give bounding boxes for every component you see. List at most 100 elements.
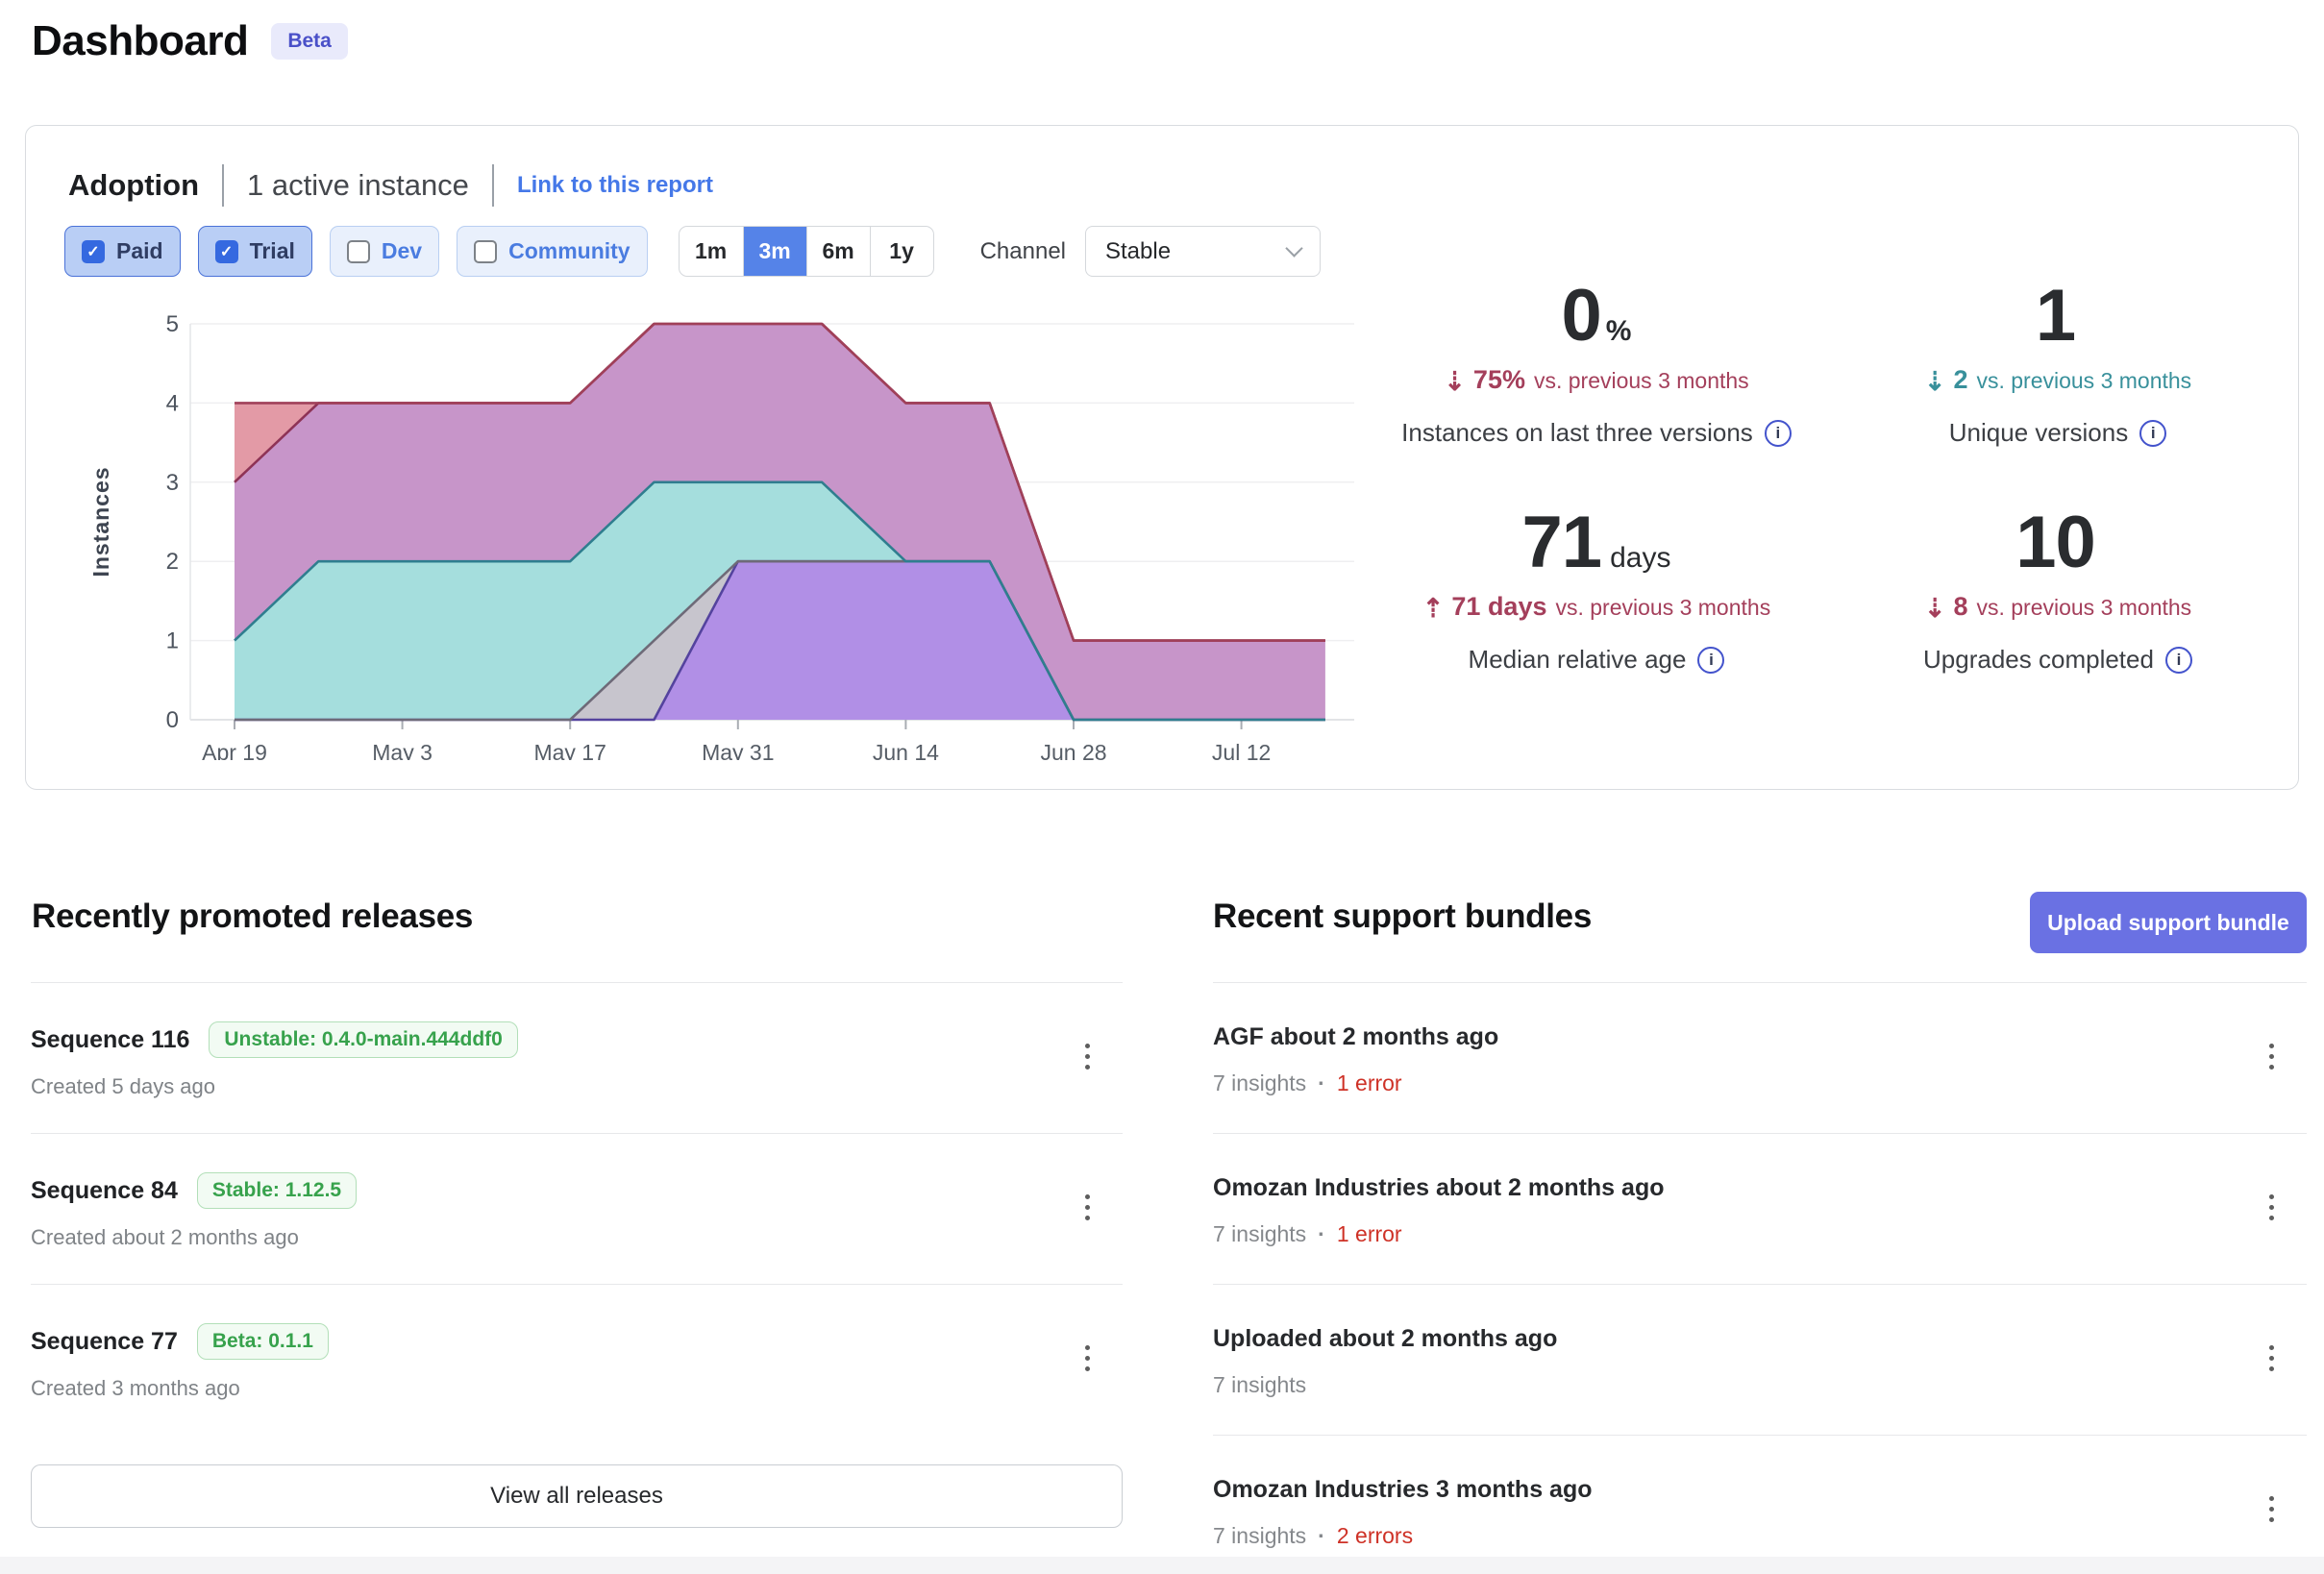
bundle-title[interactable]: Uploaded about 2 months ago	[1213, 1325, 1558, 1352]
svg-text:May 17: May 17	[533, 740, 606, 760]
trend-down-arrow-icon: ⇣	[1923, 367, 1946, 396]
filter-trial-checkbox[interactable]: ✓ Trial	[197, 226, 312, 277]
page-bottom-strip	[0, 1557, 2324, 1574]
page-header: Dashboard Beta	[32, 17, 348, 65]
trend-up-arrow-icon: ⇡	[1422, 594, 1445, 623]
stat-label: Unique versions i	[1949, 418, 2167, 448]
svg-text:5: 5	[166, 311, 179, 337]
stat-delta: ⇣ 75% vs. previous 3 months	[1444, 365, 1749, 396]
stat-label: Median relative age i	[1469, 645, 1725, 675]
trend-down-arrow-icon: ⇣	[1444, 367, 1466, 396]
bundle-title[interactable]: Omozan Industries about 2 months ago	[1213, 1174, 1665, 1201]
page-title: Dashboard	[32, 17, 249, 64]
range-6m-button[interactable]: 6m	[805, 227, 870, 276]
filter-label: Dev	[381, 238, 423, 263]
range-1m-button[interactable]: 1m	[694, 238, 728, 263]
link-to-report[interactable]: Link to this report	[516, 172, 713, 198]
filter-label: Community	[508, 238, 630, 263]
info-icon[interactable]: i	[2164, 646, 2192, 674]
stat-value: 0 %	[1561, 275, 1632, 357]
bundle-errors: 2 errors	[1336, 1523, 1414, 1548]
channel-label: Channel	[979, 237, 1066, 264]
bundle-title[interactable]: Omozan Industries 3 months ago	[1213, 1476, 1593, 1503]
bundle-meta: 7 insights	[1213, 1372, 2307, 1398]
stat-label: Instances on last three versions i	[1401, 418, 1792, 448]
stat-upgrades-completed: 10 ⇣ 8 vs. previous 3 months Upgrades co…	[1837, 506, 2279, 675]
svg-text:Jun 28: Jun 28	[1040, 740, 1106, 760]
release-created: Created about 2 months ago	[31, 1225, 299, 1249]
range-1y-button[interactable]: 1y	[869, 227, 933, 276]
bundle-insights: 7 insights	[1213, 1523, 1307, 1548]
range-3m-button[interactable]: 3m	[742, 227, 806, 276]
bundle-meta: 7 insights · 2 errors	[1213, 1523, 2307, 1549]
release-row: Sequence 77 Beta: 0.1.1 Created 3 months…	[31, 1284, 1123, 1435]
stat-value: 10	[2015, 502, 2096, 583]
releases-list: Sequence 116 Unstable: 0.4.0-main.444ddf…	[31, 982, 1123, 1435]
kebab-menu-icon[interactable]	[2257, 1037, 2286, 1075]
bundle-errors: 1 error	[1336, 1221, 1402, 1246]
bundle-title[interactable]: AGF about 2 months ago	[1213, 1023, 1499, 1050]
channel-selected-value: Stable	[1105, 237, 1172, 264]
kebab-menu-icon[interactable]	[1073, 1037, 1101, 1075]
header-divider	[491, 164, 494, 207]
info-icon[interactable]: i	[1697, 646, 1725, 674]
release-row: Sequence 84 Stable: 1.12.5 Created about…	[31, 1133, 1123, 1284]
adoption-card: Adoption 1 active instance Link to this …	[25, 125, 2299, 790]
meta-separator: ·	[1318, 1523, 1325, 1548]
stat-value: 1	[2035, 275, 2076, 357]
release-title[interactable]: Sequence 84	[31, 1176, 178, 1204]
bundles-heading: Recent support bundles	[1213, 898, 1592, 935]
kebab-menu-icon[interactable]	[2257, 1339, 2286, 1377]
svg-text:0: 0	[166, 707, 179, 733]
stat-delta: ⇣ 2 vs. previous 3 months	[1923, 365, 2192, 396]
filter-label: Paid	[116, 238, 163, 263]
upload-support-bundle-button[interactable]: Upload support bundle	[2030, 892, 2307, 953]
trend-down-arrow-icon: ⇣	[1923, 594, 1946, 623]
beta-badge: Beta	[271, 23, 348, 60]
bundle-insights: 7 insights	[1213, 1221, 1307, 1246]
svg-text:May 31: May 31	[702, 740, 774, 760]
bundle-row: Omozan Industries 3 months ago 7 insight…	[1213, 1435, 2307, 1574]
release-title[interactable]: Sequence 116	[31, 1025, 190, 1053]
release-title[interactable]: Sequence 77	[31, 1327, 178, 1355]
bundle-row: Uploaded about 2 months ago 7 insights	[1213, 1284, 2307, 1435]
bundle-insights: 7 insights	[1213, 1070, 1307, 1095]
info-icon[interactable]: i	[1764, 419, 1792, 447]
kebab-menu-icon[interactable]	[2257, 1489, 2286, 1528]
release-version-badge: Beta: 0.1.1	[196, 1323, 329, 1360]
svg-text:Jul 12: Jul 12	[1212, 740, 1271, 760]
info-icon[interactable]: i	[2139, 419, 2167, 447]
bundle-row: Omozan Industries about 2 months ago 7 i…	[1213, 1133, 2307, 1284]
channel-select[interactable]: Stable	[1085, 226, 1321, 277]
releases-heading: Recently promoted releases	[32, 898, 474, 935]
kebab-menu-icon[interactable]	[1073, 1339, 1101, 1377]
meta-separator: ·	[1318, 1221, 1325, 1246]
release-created: Created 5 days ago	[31, 1074, 216, 1098]
adoption-stacked-area-chart: 0 1 2 3 4 5 Apr 19 May 3 May 17 May 31 Jun 14 Jun 2…	[88, 311, 1354, 760]
bundle-meta: 7 insights · 1 error	[1213, 1221, 2307, 1247]
view-all-releases-button[interactable]: View all releases	[31, 1464, 1123, 1528]
svg-text:3: 3	[166, 470, 179, 496]
checkbox-unchecked-icon	[474, 239, 498, 263]
kebab-menu-icon[interactable]	[1073, 1188, 1101, 1226]
release-version-badge: Stable: 1.12.5	[196, 1172, 358, 1209]
stat-unique-versions: 1 ⇣ 2 vs. previous 3 months Unique versi…	[1837, 280, 2279, 448]
adoption-title: Adoption	[68, 168, 200, 202]
stat-delta: ⇡ 71 days vs. previous 3 months	[1422, 592, 1771, 623]
svg-text:Apr 19: Apr 19	[202, 740, 267, 760]
filter-community-checkbox[interactable]: Community	[457, 226, 648, 277]
svg-text:4: 4	[166, 390, 179, 416]
header-divider	[222, 164, 225, 207]
bundle-errors: 1 error	[1336, 1070, 1402, 1095]
stat-delta: ⇣ 8 vs. previous 3 months	[1923, 592, 2192, 623]
filter-dev-checkbox[interactable]: Dev	[329, 226, 440, 277]
release-row: Sequence 116 Unstable: 0.4.0-main.444ddf…	[31, 982, 1123, 1133]
stat-instances-last-three-versions: 0 % ⇣ 75% vs. previous 3 months Instance…	[1375, 280, 1817, 448]
chart-controls: ✓ Paid ✓ Trial Dev Community 1m 3m 6m 1y…	[64, 226, 1321, 277]
bundle-insights: 7 insights	[1213, 1372, 1307, 1397]
kebab-menu-icon[interactable]	[2257, 1188, 2286, 1226]
release-created: Created 3 months ago	[31, 1376, 240, 1400]
checkbox-checked-icon: ✓	[214, 239, 238, 263]
filter-paid-checkbox[interactable]: ✓ Paid	[64, 226, 181, 277]
svg-text:May 3: May 3	[372, 740, 433, 760]
